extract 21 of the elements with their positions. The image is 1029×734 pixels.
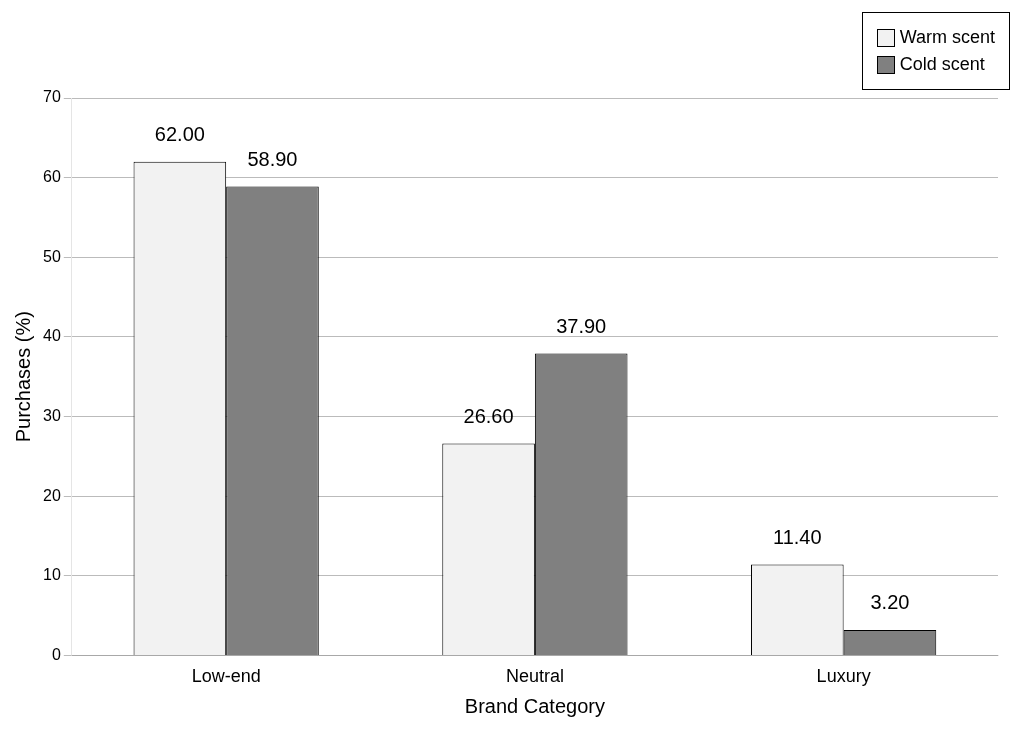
- data-label: 3.20: [870, 591, 910, 614]
- y-axis-title: Purchases (%): [11, 311, 34, 443]
- y-tick-label: 40: [43, 327, 61, 345]
- y-tick-label: 30: [43, 406, 61, 424]
- y-tick-label: 70: [43, 88, 61, 106]
- y-tick-label: 20: [43, 486, 61, 504]
- y-tick-label: 60: [43, 168, 61, 186]
- legend-label: Cold scent: [899, 54, 985, 75]
- y-tick-label: 50: [43, 247, 61, 265]
- data-label: 26.60: [463, 405, 514, 428]
- x-tick-label: Neutral: [505, 666, 564, 687]
- data-label: 58.90: [247, 147, 298, 170]
- x-axis-title: Brand Category: [464, 694, 605, 717]
- data-label: 62.00: [154, 123, 205, 146]
- x-tick-label: Low-end: [191, 666, 261, 687]
- text: Warm scent: [899, 27, 995, 48]
- y-tick-label: 0: [51, 645, 61, 663]
- x-tick-label: Luxury: [816, 666, 871, 687]
- data-label: 11.40: [773, 526, 822, 549]
- data-label: 37.90: [556, 315, 607, 338]
- y-tick-label: 10: [43, 566, 61, 584]
